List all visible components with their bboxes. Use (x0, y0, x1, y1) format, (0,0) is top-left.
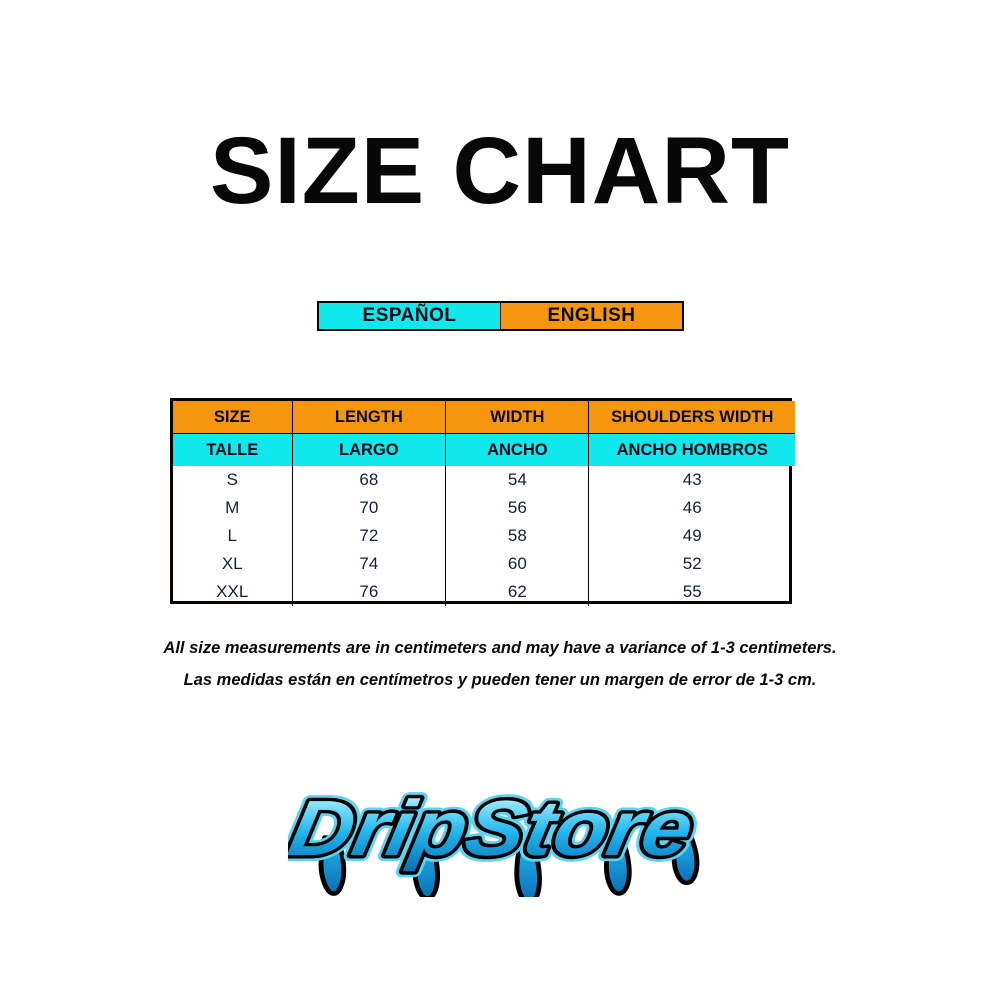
svg-text:DripStore: DripStore (288, 784, 701, 872)
